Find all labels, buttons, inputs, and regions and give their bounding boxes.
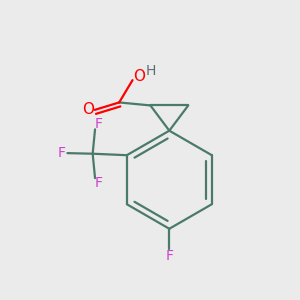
Text: F: F bbox=[94, 176, 103, 190]
Text: F: F bbox=[58, 146, 65, 160]
Text: H: H bbox=[145, 64, 156, 78]
Text: O: O bbox=[133, 69, 145, 84]
Text: F: F bbox=[165, 248, 173, 262]
Text: F: F bbox=[94, 117, 103, 131]
Text: O: O bbox=[82, 102, 94, 117]
